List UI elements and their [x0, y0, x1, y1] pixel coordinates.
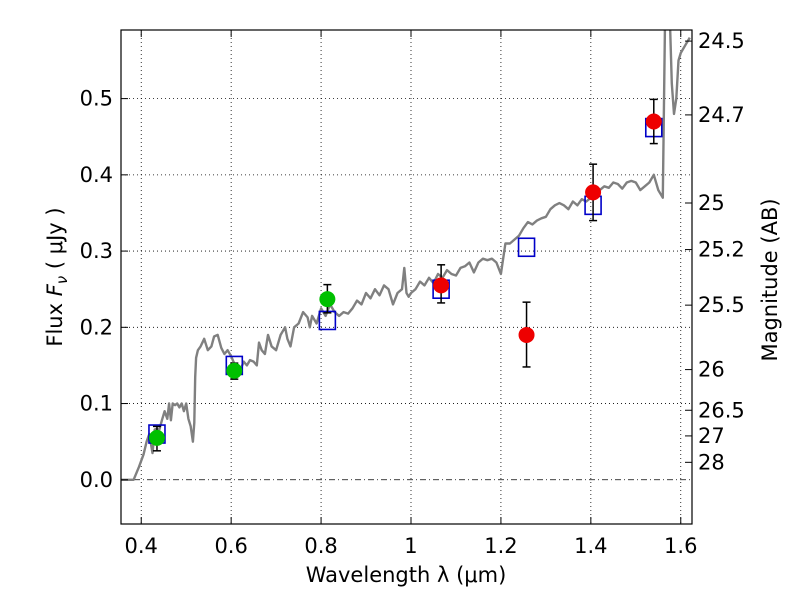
axis-ticks: 0.4 0.6 0.8 1 1.2 1.4 1.6 0.0 0.1 0.2 0.3 0.4 0.5 24.…	[80, 29, 745, 558]
series-layer	[121, 30, 691, 481]
observed-point-red	[645, 113, 662, 130]
x-tick-label: 1	[404, 534, 417, 558]
magnitude-tick-label: 28	[698, 450, 725, 474]
magnitude-tick-label: 26	[698, 358, 725, 382]
y-tick-label: 0.1	[80, 392, 113, 416]
model-photometry-square	[517, 237, 536, 258]
x-tick-label: 0.4	[125, 534, 158, 558]
x-axis-label: Wavelength λ (μm)	[306, 563, 507, 587]
y-axis-label-units: ( μJy )	[43, 207, 67, 275]
y-tick-label: 0.0	[80, 468, 113, 492]
y-axis-label-subscript: ν	[53, 276, 71, 284]
magnitude-tick-label: 24.5	[698, 29, 745, 53]
magnitude-tick-label: 25.2	[698, 238, 745, 262]
plot-frame	[120, 29, 693, 525]
y-axis-label: Flux Fν ( μJy )	[43, 207, 71, 346]
y-tick-label: 0.2	[80, 315, 113, 339]
magnitude-tick-label: 27	[698, 424, 725, 448]
observed-point-red	[518, 326, 535, 343]
x-tick-label: 0.8	[304, 534, 337, 558]
observed-point-green	[148, 429, 165, 446]
magnitude-axis-label: Magnitude (AB)	[758, 198, 782, 361]
magnitude-tick-label: 25	[698, 191, 725, 215]
plot-background	[121, 30, 692, 524]
observed-point-green	[319, 291, 336, 308]
observed-point-red	[585, 184, 602, 201]
y-axis-label-symbol: F	[43, 283, 67, 296]
y-tick-label: 0.3	[80, 239, 113, 263]
x-tick-label: 1.2	[484, 534, 517, 558]
magnitude-tick-label: 26.5	[698, 398, 745, 422]
y-axis-label-prefix: Flux	[43, 296, 67, 346]
magnitude-tick-label: 24.7	[698, 103, 745, 127]
y-tick-label: 0.5	[80, 87, 113, 111]
observed-point-green	[226, 362, 243, 379]
magnitude-tick-label: 25.5	[698, 293, 745, 317]
x-tick-label: 0.6	[214, 534, 247, 558]
y-tick-label: 0.4	[80, 163, 113, 187]
x-tick-label: 1.6	[664, 534, 697, 558]
x-tick-label: 1.4	[574, 534, 607, 558]
observed-point-red	[433, 277, 450, 294]
